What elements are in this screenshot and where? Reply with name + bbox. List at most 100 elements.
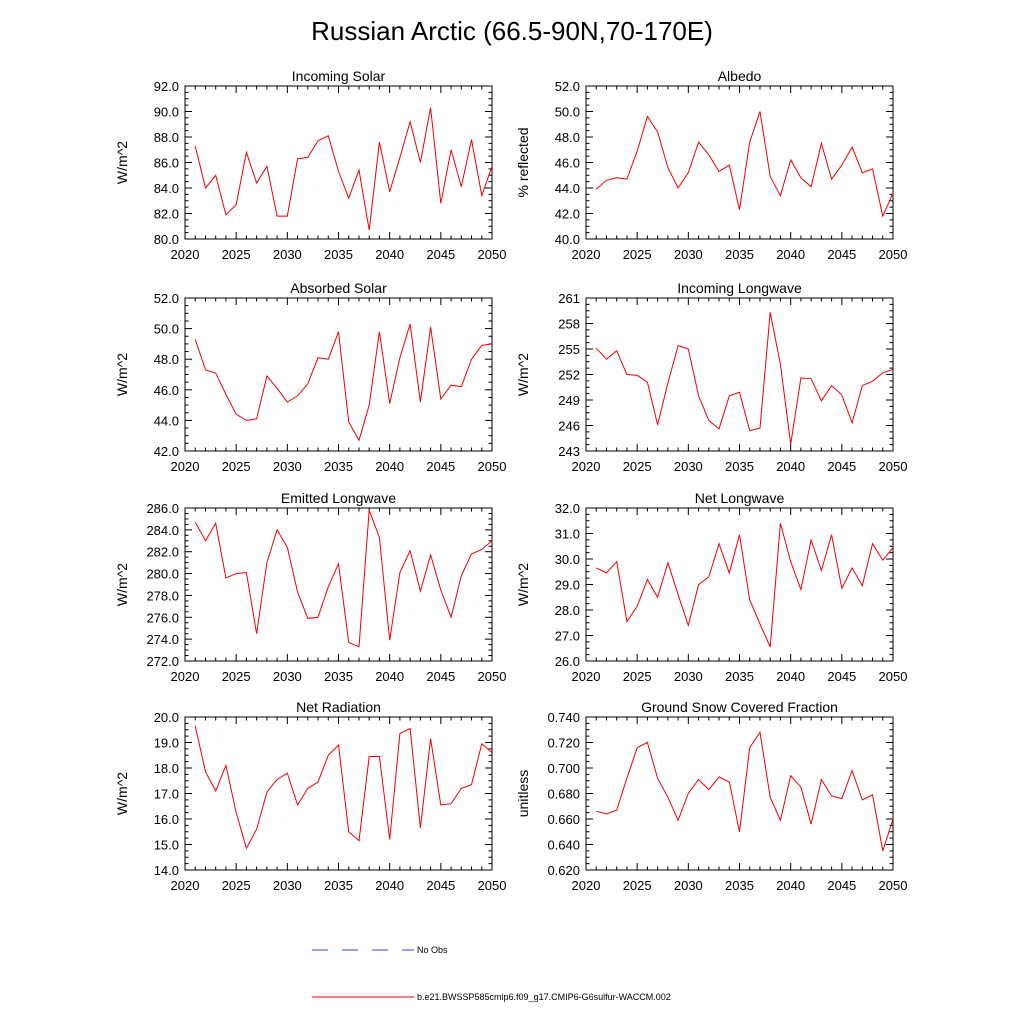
y-tick-label: 0.700 — [547, 761, 580, 776]
y-tick-label: 86.0 — [154, 156, 179, 171]
y-axis-label: W/m^2 — [515, 563, 531, 606]
series-line — [596, 730, 894, 852]
y-tick-label: 246 — [558, 419, 580, 434]
x-tick-label: 2035 — [324, 459, 353, 474]
series-line — [595, 523, 894, 648]
y-tick-label: 286.0 — [146, 501, 179, 516]
x-tick-label: 2025 — [222, 878, 251, 893]
y-axis-label: W/m^2 — [114, 772, 130, 815]
x-tick-label: 2020 — [171, 669, 200, 684]
y-tick-label: 0.720 — [547, 736, 580, 751]
x-tick-label: 2040 — [776, 459, 805, 474]
x-tick-label: 2040 — [375, 878, 404, 893]
y-tick-label: 42.0 — [154, 444, 179, 459]
y-tick-label: 30.0 — [555, 552, 580, 567]
y-tick-label: 50.0 — [555, 105, 580, 120]
x-tick-label: 2040 — [375, 247, 404, 262]
x-tick-label: 2050 — [879, 878, 908, 893]
x-tick-label: 2050 — [478, 878, 507, 893]
x-tick-label: 2040 — [776, 669, 805, 684]
plot-frame — [184, 507, 493, 662]
panel-7: Net Radiation 2020 2025 2030 2035 2040 2045 205… — [114, 699, 506, 893]
y-tick-label: 32.0 — [555, 501, 580, 516]
panel-title: Ground Snow Covered Fraction — [641, 699, 838, 715]
panel-6: Net Longwave 2020 2025 2030 2035 2040 2045 2050… — [515, 490, 907, 684]
x-tick-label: 2045 — [426, 878, 455, 893]
legend-model-label: b.e21.BWSSP585cmip6.f09_g17.CMIP6-G6sulf… — [417, 992, 671, 1002]
panel-title: Albedo — [718, 68, 762, 84]
x-tick-label: 2030 — [674, 669, 703, 684]
x-tick-label: 2040 — [776, 247, 805, 262]
x-tick-label: 2045 — [827, 459, 856, 474]
y-tick-label: 82.0 — [154, 207, 179, 222]
y-tick-label: 44.0 — [154, 413, 179, 428]
panels: Incoming Solar 2020 2025 2030 2035 2040 2045 20… — [114, 68, 907, 893]
y-tick-label: 50.0 — [154, 322, 179, 337]
y-tick-label: 272.0 — [146, 654, 179, 669]
x-tick-label: 2045 — [827, 247, 856, 262]
panel-2: Albedo 2020 2025 2030 2035 2040 2045 2050 40.0 42… — [515, 68, 907, 262]
x-tick-label: 2040 — [375, 669, 404, 684]
y-axis-label: W/m^2 — [515, 353, 531, 396]
panel-4: Incoming Longwave 2020 2025 2030 2035 2040 204… — [515, 280, 907, 474]
y-tick-label: 0.740 — [547, 710, 580, 725]
y-tick-label: 80.0 — [154, 232, 179, 247]
x-tick-label: 2045 — [426, 459, 455, 474]
y-axis-label: W/m^2 — [114, 563, 130, 606]
y-tick-label: 26.0 — [555, 654, 580, 669]
y-tick-label: 274.0 — [146, 632, 179, 647]
panel-8: Ground Snow Covered Fraction 2020 2025 2030… — [515, 699, 907, 893]
x-tick-label: 2045 — [426, 669, 455, 684]
panel-title: Incoming Longwave — [677, 280, 802, 296]
y-axis-label: unitless — [515, 770, 531, 817]
y-tick-label: 18.0 — [154, 761, 179, 776]
y-tick-label: 31.0 — [555, 527, 580, 542]
y-tick-label: 276.0 — [146, 610, 179, 625]
x-tick-label: 2020 — [171, 459, 200, 474]
x-tick-label: 2035 — [324, 247, 353, 262]
series-line — [595, 312, 894, 445]
y-tick-label: 28.0 — [555, 603, 580, 618]
y-tick-label: 90.0 — [154, 105, 179, 120]
x-tick-label: 2050 — [478, 247, 507, 262]
x-tick-label: 2035 — [725, 669, 754, 684]
y-axis-label: % reflected — [515, 127, 531, 197]
y-tick-label: 29.0 — [555, 578, 580, 593]
x-tick-label: 2025 — [222, 459, 251, 474]
y-tick-label: 92.0 — [154, 79, 179, 94]
y-tick-label: 40.0 — [555, 232, 580, 247]
y-tick-label: 278.0 — [146, 588, 179, 603]
x-tick-label: 2030 — [273, 878, 302, 893]
y-tick-label: 255 — [558, 342, 580, 357]
x-tick-label: 2025 — [623, 459, 652, 474]
y-axis-label: W/m^2 — [114, 353, 130, 396]
x-tick-label: 2030 — [273, 459, 302, 474]
x-tick-label: 2050 — [478, 669, 507, 684]
x-tick-label: 2045 — [827, 878, 856, 893]
x-tick-label: 2030 — [273, 669, 302, 684]
x-tick-label: 2030 — [674, 878, 703, 893]
y-tick-label: 249 — [558, 393, 580, 408]
series-line — [595, 111, 894, 218]
panel-3: Absorbed Solar 2020 2025 2030 2035 2040 2045 20… — [114, 280, 506, 474]
legend-obs-label: No Obs — [417, 945, 448, 955]
x-tick-label: 2035 — [324, 669, 353, 684]
x-tick-label: 2025 — [623, 669, 652, 684]
x-tick-label: 2030 — [273, 247, 302, 262]
panel-title: Absorbed Solar — [290, 280, 387, 296]
y-tick-label: 48.0 — [555, 130, 580, 145]
x-tick-label: 2035 — [725, 247, 754, 262]
y-tick-label: 52.0 — [555, 79, 580, 94]
y-tick-label: 46.0 — [154, 383, 179, 398]
y-tick-label: 261 — [558, 291, 580, 306]
y-tick-label: 0.620 — [547, 863, 580, 878]
y-axis-label: W/m^2 — [114, 141, 130, 184]
y-tick-label: 17.0 — [154, 787, 179, 802]
y-tick-label: 14.0 — [154, 863, 179, 878]
y-tick-label: 20.0 — [154, 710, 179, 725]
y-tick-label: 258 — [558, 317, 580, 332]
series-line — [194, 323, 493, 442]
y-tick-label: 280.0 — [146, 567, 179, 582]
x-tick-label: 2050 — [879, 459, 908, 474]
